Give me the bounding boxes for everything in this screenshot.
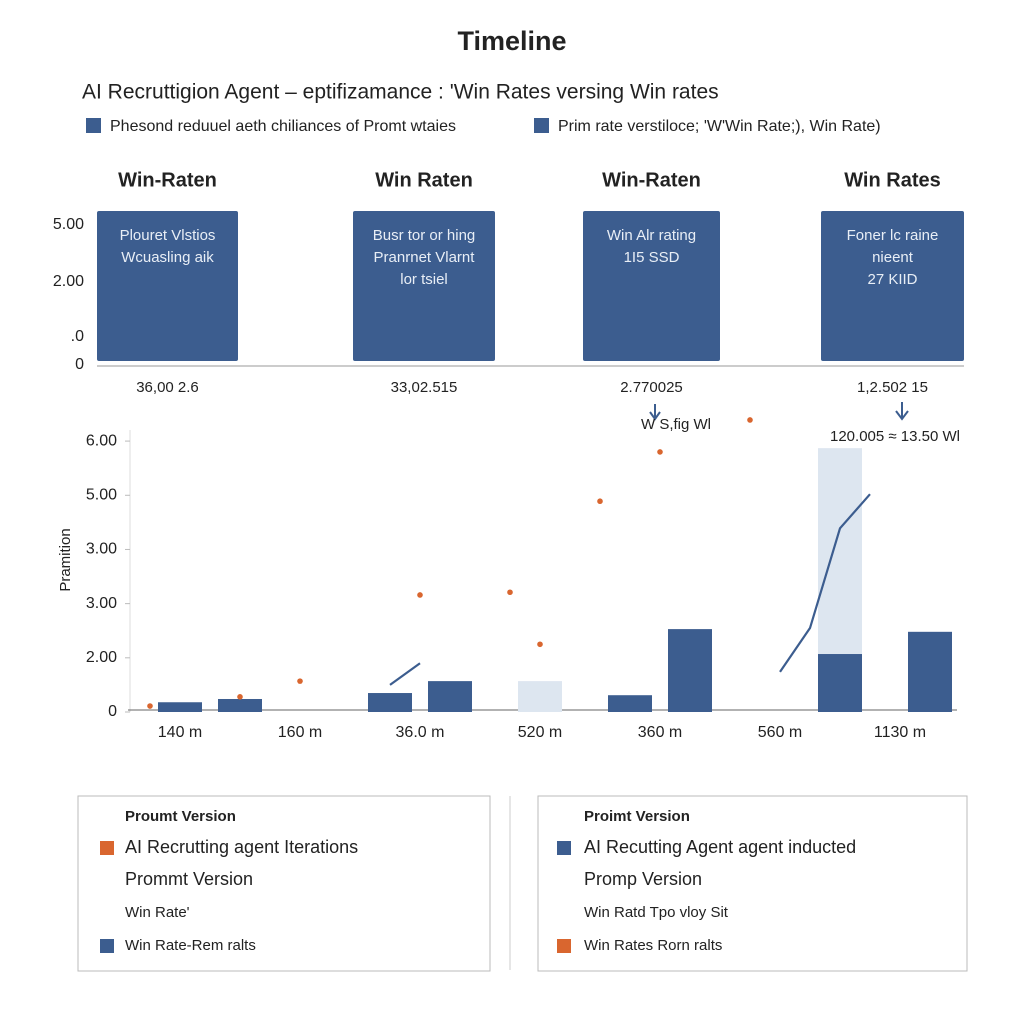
card-text: Wcuasling aik xyxy=(121,249,214,266)
top-axis-label: .0 xyxy=(71,328,84,345)
bar xyxy=(608,695,652,712)
card-text: Busr tor or hing xyxy=(373,227,476,244)
card-header: Win Raten xyxy=(375,169,473,191)
card-footer: 2.770025 xyxy=(620,379,683,396)
card-header: Win-Raten xyxy=(602,169,701,191)
card-text: 1I5 SSD xyxy=(624,249,680,266)
bar xyxy=(908,631,952,712)
top-legend-label: Phesond reduuel aeth chiliances of Promt… xyxy=(110,118,456,135)
card-header: Win-Raten xyxy=(118,169,217,191)
legend-swatch xyxy=(100,841,114,855)
legend-note: Promp Version xyxy=(584,869,702,889)
page-title: Timeline xyxy=(457,26,566,56)
x-tick-label: 360 m xyxy=(638,724,682,741)
top-axis-label: 5.00 xyxy=(53,216,84,233)
line-marker xyxy=(147,703,153,709)
legend-panel xyxy=(77,795,491,972)
annotation: 120.005 ≈ 13.50 Wl xyxy=(830,428,960,445)
line-marker xyxy=(747,417,753,423)
card-footer: 1,2.502 15 xyxy=(857,379,928,396)
card-text: 27 KIID xyxy=(867,271,917,288)
top-axis-label: 2.00 xyxy=(53,273,84,290)
legend-label: Win Rates Rorn ralts xyxy=(584,937,722,954)
bar xyxy=(668,629,712,712)
x-tick-label: 36.0 m xyxy=(396,724,445,741)
legend-title: Proumt Version xyxy=(125,808,236,825)
legend-note: Win Ratd Tpo vloy Sit xyxy=(584,904,729,921)
top-legend-label: Prim rate verstiloce; 'W'Win Rate;), Win… xyxy=(558,118,881,135)
line-marker xyxy=(297,678,303,684)
line-marker xyxy=(507,589,513,596)
y-tick-label: 0 xyxy=(108,703,117,720)
card-header: Win Rates xyxy=(844,169,941,191)
card xyxy=(821,211,964,361)
line-marker xyxy=(417,592,423,598)
subtitle: AI Recruttigion Agent – eptifizamance : … xyxy=(82,81,719,104)
line-marker xyxy=(657,449,663,455)
bar xyxy=(428,681,472,712)
y-axis-label: Pramition xyxy=(57,528,74,591)
bar xyxy=(368,693,412,712)
annotation-arrow xyxy=(649,404,661,421)
card-text: Foner lc raine xyxy=(847,227,939,244)
card-text: Plouret Vlstios xyxy=(120,227,216,244)
card-footer: 33,02.515 xyxy=(391,379,458,396)
legend-label: Win Rate-Rem ralts xyxy=(125,937,256,954)
bar xyxy=(218,698,262,712)
y-tick-label: 5.00 xyxy=(86,486,117,503)
y-tick-label: 6.00 xyxy=(86,432,117,449)
legend-swatch xyxy=(534,118,549,133)
card-text: nieent xyxy=(872,249,914,266)
x-tick-label: 560 m xyxy=(758,724,802,741)
y-tick-label: 2.00 xyxy=(86,649,117,666)
x-tick-label: 1130 m xyxy=(874,724,926,741)
line-marker xyxy=(597,498,603,505)
legend-swatch xyxy=(100,939,114,953)
card xyxy=(353,211,495,361)
annotation-arrow xyxy=(895,402,909,421)
x-tick-label: 140 m xyxy=(158,724,202,741)
bar xyxy=(158,702,202,712)
card-text: lor tsiel xyxy=(400,271,448,288)
legend-label: AI Recrutting agent Iterations xyxy=(125,837,358,857)
legend-swatch xyxy=(557,841,571,855)
card xyxy=(97,211,238,361)
legend-note: Prommt Version xyxy=(125,869,253,889)
legend-swatch xyxy=(86,118,101,133)
line-marker xyxy=(237,694,243,700)
line-marker xyxy=(537,641,543,648)
legend-panel xyxy=(537,795,968,972)
bar xyxy=(518,681,562,712)
legend-title: Proimt Version xyxy=(584,808,690,825)
top-axis-label: 0 xyxy=(75,356,84,373)
card-footer: 36,00 2.6 xyxy=(136,379,199,396)
legend-label: AI Recutting Agent agent inducted xyxy=(584,837,856,857)
annotation: W S,fig Wl xyxy=(641,416,711,433)
x-tick-label: 520 m xyxy=(518,724,562,741)
card-text: Win Alr rating xyxy=(607,227,696,244)
y-tick-label: 3.00 xyxy=(86,541,117,558)
x-tick-label: 160 m xyxy=(278,724,322,741)
legend-note: Win Rate' xyxy=(125,904,190,921)
legend-swatch xyxy=(557,939,571,953)
card xyxy=(583,211,720,361)
y-tick-label: 3.00 xyxy=(86,595,117,612)
bar xyxy=(818,654,862,712)
card-text: Pranrnet Vlarnt xyxy=(374,249,476,266)
